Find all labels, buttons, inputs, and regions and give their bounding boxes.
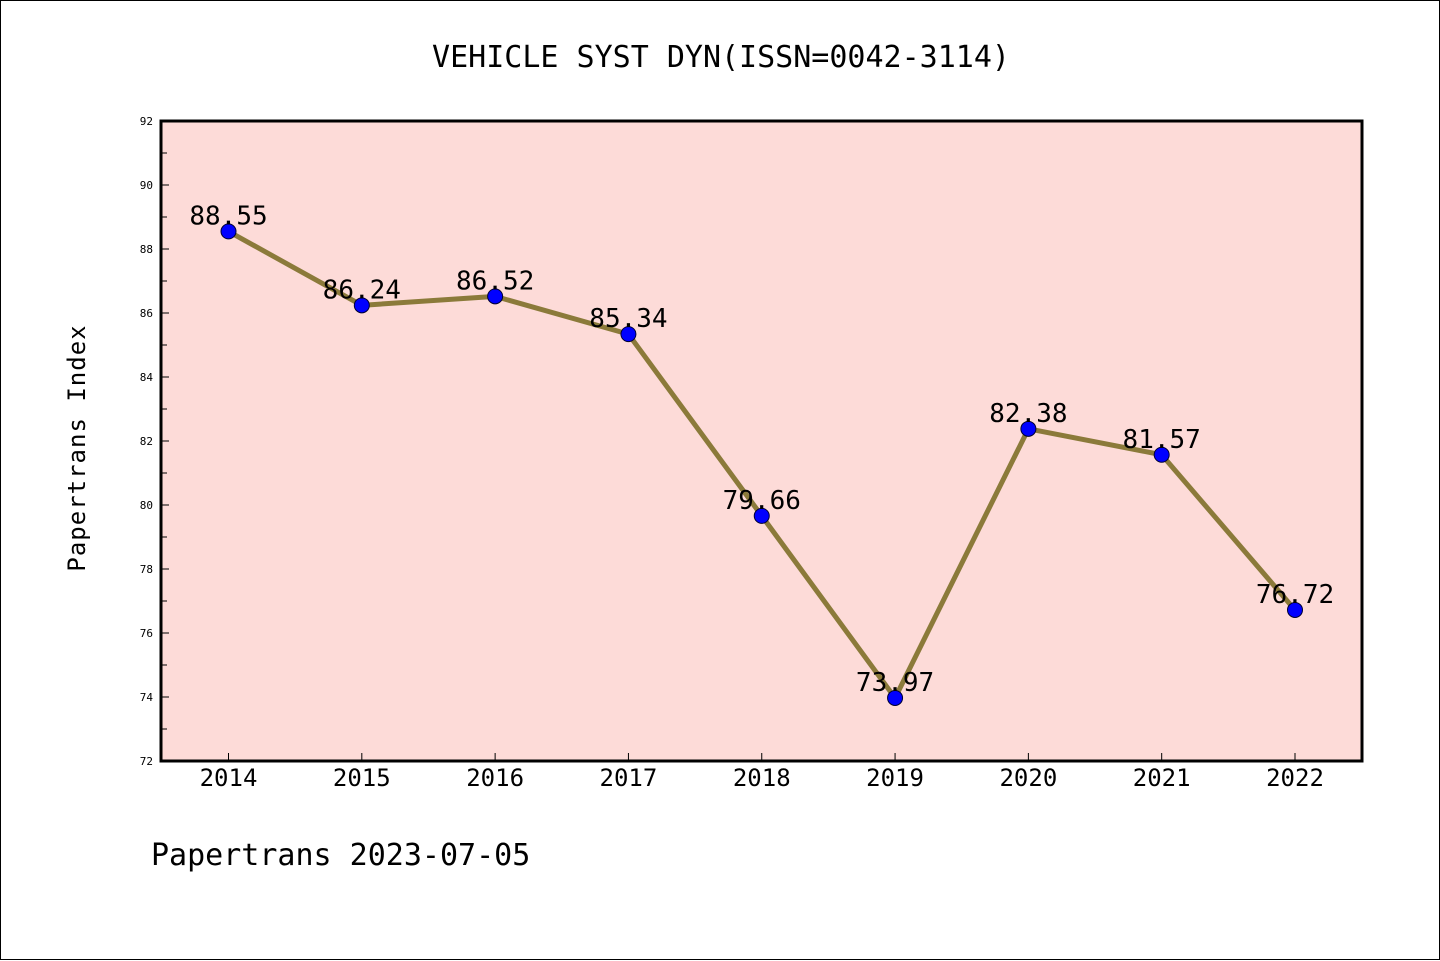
y-tick-label: 74 xyxy=(140,691,154,704)
x-tick-label: 2019 xyxy=(866,764,924,792)
x-tick-label: 2017 xyxy=(600,764,658,792)
x-axis: 2014 2015 2016 2017 2018 2019 2020 2021 2022 xyxy=(200,753,1324,792)
data-point xyxy=(1287,601,1303,618)
y-tick-label: 72 xyxy=(140,755,153,768)
data-point xyxy=(620,326,637,343)
x-tick-label: 2014 xyxy=(200,764,258,792)
x-tick-label: 2021 xyxy=(1133,764,1191,792)
data-label: 86.52 xyxy=(456,266,534,296)
x-tick-label: 2022 xyxy=(1266,764,1324,792)
y-tick-label: 78 xyxy=(140,563,153,576)
series-group xyxy=(220,223,1303,706)
data-label: 85.34 xyxy=(589,304,667,334)
x-tick-label: 2020 xyxy=(999,764,1057,792)
data-label: 86.24 xyxy=(323,275,401,305)
y-tick-label: 88 xyxy=(140,243,153,256)
footer-text: Papertrans 2023-07-05 xyxy=(151,838,530,873)
data-label: 88.55 xyxy=(189,201,267,231)
data-point xyxy=(1153,446,1170,463)
y-tick-label: 82 xyxy=(140,435,153,448)
x-tick-label: 2018 xyxy=(733,764,791,792)
y-axis: 72 74 76 78 80 82 84 86 88 90 92 xyxy=(140,115,169,768)
chart-title: VEHICLE SYST DYN(ISSN=0042-3114) xyxy=(432,40,1010,75)
x-tick-label: 2016 xyxy=(466,764,524,792)
data-point xyxy=(353,297,370,314)
y-tick-label: 90 xyxy=(140,179,153,192)
plot-area xyxy=(159,119,1364,763)
data-point xyxy=(487,288,504,305)
x-tick-label: 2015 xyxy=(333,764,391,792)
y-tick-label: 92 xyxy=(140,115,153,128)
data-point xyxy=(220,223,237,240)
data-point xyxy=(753,507,770,524)
data-point xyxy=(887,689,904,706)
data-label-group: 88.55 86.24 86.52 85.34 79.66 73.97 82.38 81.57… xyxy=(189,201,1334,698)
data-label: 73.97 xyxy=(856,668,934,698)
data-label: 81.57 xyxy=(1123,425,1201,455)
data-label: 82.38 xyxy=(989,399,1067,429)
data-label: 76.72 xyxy=(1256,580,1334,610)
y-tick-label: 86 xyxy=(140,307,153,320)
data-label: 79.66 xyxy=(723,486,801,516)
data-point xyxy=(1020,420,1037,437)
y-axis-label: Papertrans Index xyxy=(63,324,91,571)
y-tick-label: 76 xyxy=(140,627,153,640)
y-tick-label: 80 xyxy=(140,499,153,512)
y-tick-label: 84 xyxy=(140,371,154,384)
